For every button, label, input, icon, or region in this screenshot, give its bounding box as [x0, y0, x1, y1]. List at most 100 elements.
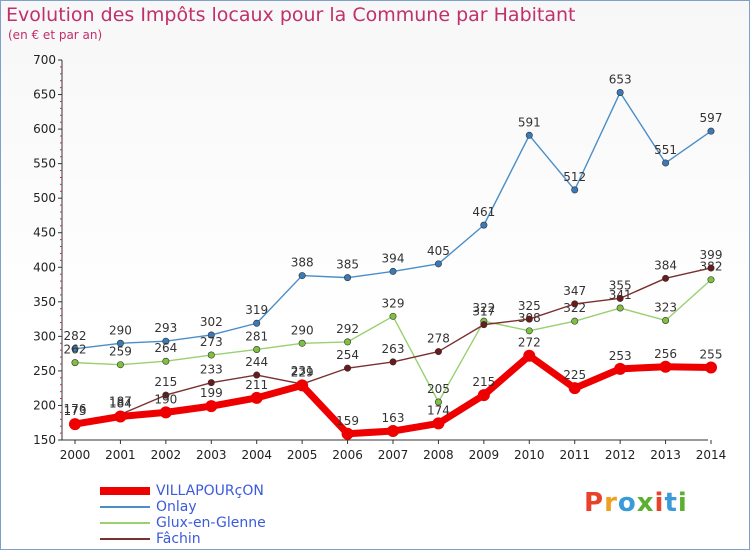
data-label: 159 — [336, 414, 359, 428]
data-label: 405 — [427, 244, 450, 258]
data-point — [162, 391, 170, 399]
data-point — [523, 349, 536, 362]
data-label: 211 — [245, 378, 268, 392]
data-label: 231 — [291, 364, 314, 378]
data-point — [205, 400, 218, 413]
data-point — [298, 272, 306, 280]
data-point — [434, 260, 442, 268]
data-point — [571, 186, 579, 194]
data-label: 254 — [336, 348, 359, 362]
data-point — [662, 159, 670, 167]
data-point — [250, 391, 263, 404]
data-point — [707, 264, 715, 272]
y-tick-label: 600 — [33, 122, 56, 136]
legend-swatch — [100, 522, 150, 524]
data-point — [616, 304, 624, 312]
data-label: 399 — [700, 248, 723, 262]
logo-letter: x — [636, 488, 655, 518]
series-villapour-on: 173 184 190 199 211 229 159 163 174 215 272 225 253 2… — [64, 336, 723, 440]
data-label: 255 — [700, 347, 723, 361]
y-tick-label: 650 — [33, 88, 56, 102]
data-point — [253, 345, 261, 353]
series-f-chin: 176 187 215 233 244 231 254 263 278 317 325 347 355 3… — [64, 248, 723, 426]
data-label: 215 — [154, 375, 177, 389]
data-label: 229 — [291, 365, 314, 379]
y-tick-label: 450 — [33, 226, 56, 240]
y-tick-label: 700 — [33, 53, 56, 67]
data-point — [477, 389, 490, 402]
data-point — [71, 345, 79, 353]
data-label: 461 — [472, 205, 495, 219]
x-tick-label: 2010 — [514, 448, 545, 462]
chart-title: Evolution des Impôts locaux pour la Comm… — [6, 4, 576, 26]
chart-series: 282 290 293 302 319 388 385 394 405 461 591 512 653 5… — [64, 72, 723, 440]
data-point — [662, 316, 670, 324]
logo-letter: P — [584, 488, 605, 518]
y-tick-label: 200 — [33, 398, 56, 412]
logo-letter: t — [664, 488, 678, 518]
data-point — [344, 274, 352, 282]
x-tick-label: 2011 — [559, 448, 590, 462]
legend-label: Glux-en-Glenne — [156, 515, 266, 531]
data-label: 262 — [64, 343, 87, 357]
data-point — [159, 406, 172, 419]
data-label: 225 — [563, 368, 586, 382]
data-label: 653 — [609, 72, 632, 86]
data-label: 176 — [64, 402, 87, 416]
data-label: 292 — [336, 322, 359, 336]
data-label: 163 — [382, 411, 405, 425]
data-point — [207, 379, 215, 387]
legend-swatch — [100, 487, 150, 495]
data-point — [207, 351, 215, 359]
data-label: 281 — [245, 329, 268, 343]
data-label: 253 — [609, 349, 632, 363]
y-tick-label: 550 — [33, 157, 56, 171]
data-point — [71, 359, 79, 367]
data-point — [571, 300, 579, 308]
logo-letter: i — [654, 488, 665, 518]
data-point — [434, 398, 442, 406]
data-label: 264 — [154, 341, 177, 355]
x-tick-label: 2001 — [105, 448, 136, 462]
data-label: 319 — [245, 303, 268, 317]
data-label: 512 — [563, 170, 586, 184]
data-point — [616, 88, 624, 96]
x-tick-label: 2008 — [423, 448, 454, 462]
data-point — [568, 382, 581, 395]
data-point — [614, 362, 627, 375]
data-label: 325 — [518, 299, 541, 313]
data-point — [705, 361, 717, 374]
data-point — [480, 221, 488, 229]
data-point — [662, 274, 670, 282]
data-point — [207, 331, 215, 339]
proxiti-logo: Proxiti — [584, 488, 688, 518]
data-label: 388 — [291, 256, 314, 270]
data-label: 259 — [109, 345, 132, 359]
data-label: 190 — [154, 392, 177, 406]
data-point — [480, 321, 488, 329]
data-point — [432, 417, 445, 430]
data-label: 329 — [382, 296, 405, 310]
logo-letter: o — [617, 488, 637, 518]
data-label: 323 — [654, 300, 677, 314]
y-tick-label: 400 — [33, 260, 56, 274]
data-label: 322 — [472, 301, 495, 315]
data-label: 272 — [518, 336, 541, 350]
data-label: 293 — [154, 321, 177, 335]
x-tick-label: 2009 — [469, 448, 500, 462]
chart-subtitle: (en € et par an) — [8, 28, 103, 42]
data-point — [616, 294, 624, 302]
data-point — [389, 358, 397, 366]
data-point — [525, 327, 533, 335]
data-label: 173 — [64, 404, 87, 418]
data-point — [341, 427, 354, 440]
x-tick-label: 2014 — [696, 448, 727, 462]
logo-letter: i — [677, 488, 688, 518]
data-label: 551 — [654, 143, 677, 157]
data-label: 282 — [64, 329, 87, 343]
data-label: 187 — [109, 394, 132, 408]
data-label: 199 — [200, 386, 223, 400]
data-point — [525, 131, 533, 139]
